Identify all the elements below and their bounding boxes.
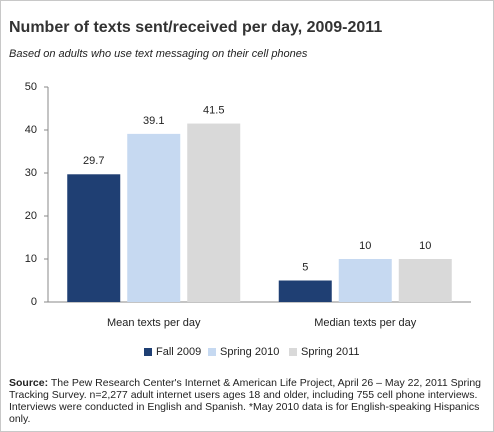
data-label: 10 — [359, 240, 371, 252]
x-tick-label: Median texts per day — [314, 317, 417, 329]
x-tick-label: Mean texts per day — [107, 317, 201, 329]
y-tick-label: 0 — [31, 296, 37, 308]
data-label: 41.5 — [203, 104, 224, 116]
bar — [278, 280, 332, 302]
legend-swatch — [208, 348, 216, 356]
bar — [67, 174, 121, 302]
bar — [187, 123, 241, 302]
bar — [338, 259, 392, 302]
data-label: 39.1 — [143, 115, 164, 127]
y-tick-label: 20 — [25, 210, 37, 222]
legend-label: Spring 2011 — [301, 346, 360, 358]
chart-title: Number of texts sent/received per day, 2… — [9, 19, 382, 36]
bar — [398, 259, 452, 302]
bar — [127, 133, 181, 302]
legend-label: Spring 2010 — [220, 346, 279, 358]
y-tick-label: 30 — [25, 167, 37, 179]
data-label: 5 — [302, 261, 308, 273]
source-text: The Pew Research Center's Internet & Ame… — [9, 377, 482, 425]
legend-label: Fall 2009 — [156, 346, 201, 358]
data-label: 10 — [419, 240, 431, 252]
legend-swatch — [144, 348, 152, 356]
source-label: Source: — [9, 377, 49, 389]
chart: Number of texts sent/received per day, 2… — [9, 19, 471, 358]
data-label: 29.7 — [83, 155, 104, 167]
y-tick-label: 10 — [25, 253, 37, 265]
legend-swatch — [289, 348, 297, 356]
chart-subtitle: Based on adults who use text messaging o… — [9, 48, 308, 60]
y-tick-label: 40 — [25, 124, 37, 136]
y-tick-label: 50 — [25, 81, 37, 93]
source-note: Source: The Pew Research Center's Intern… — [9, 377, 485, 425]
